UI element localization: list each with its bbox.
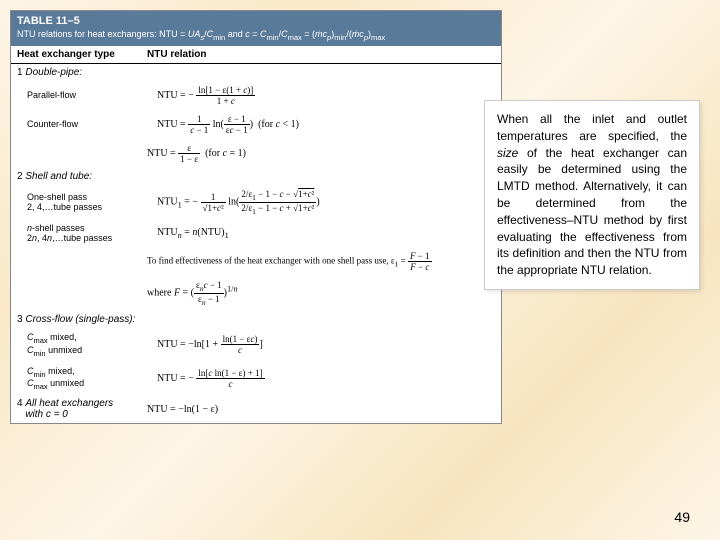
- table-row: One-shell pass2, 4,…tube passes NTU1 = −…: [11, 185, 501, 220]
- table-row: Counter-flow NTU = 1c − 1 ln(ε − 1εc − 1…: [11, 110, 501, 139]
- row-formula: NTU = 1c − 1 ln(ε − 1εc − 1) (for c < 1): [157, 114, 495, 135]
- row-type: One-shell pass2, 4,…tube passes: [17, 192, 157, 212]
- section-1-title: Double-pipe:: [25, 67, 82, 78]
- section-3-title: Cross-flow (single-pass):: [25, 314, 135, 325]
- page-number: 49: [674, 509, 690, 525]
- col-header-relation: NTU relation: [147, 49, 495, 60]
- row-type: Cmax mixed,Cmin unmixed: [17, 332, 157, 358]
- section-2-title: Shell and tube:: [25, 171, 92, 182]
- table-title: TABLE 11–5: [17, 15, 495, 27]
- section-4-title: All heat exchangers with c = 0: [17, 398, 113, 420]
- row-formula: where F = (εnc − 1εn − 1)1/n: [147, 280, 495, 307]
- row-formula: NTUn = n(NTU)1: [157, 227, 495, 240]
- table-subtitle: NTU relations for heat exchangers: NTU =…: [17, 29, 495, 42]
- table-row: Cmax mixed,Cmin unmixed NTU = −ln[1 + ln…: [11, 328, 501, 362]
- callout-text: When all the inlet and outlet temperatur…: [497, 112, 687, 277]
- row-formula: NTU = − ln[1 − ε(1 + c)]1 + c: [157, 85, 495, 106]
- row-type: Counter-flow: [17, 119, 157, 129]
- table-row: To find effectiveness of the heat exchan…: [11, 247, 501, 276]
- ntu-table: TABLE 11–5 NTU relations for heat exchan…: [10, 10, 502, 424]
- row-type: Cmin mixed,Cmax unmixed: [17, 366, 157, 392]
- col-header-type: Heat exchanger type: [17, 49, 147, 60]
- row-formula: NTU = −ln[1 + ln(1 − εc)c]: [157, 334, 495, 355]
- row-formula: NTU = −ln(1 − ε): [147, 398, 495, 420]
- row-type: n-shell passes2n, 4n,…tube passes: [17, 223, 157, 243]
- explanation-callout: When all the inlet and outlet temperatur…: [484, 100, 700, 290]
- row-formula: NTU = − ln[c ln(1 − ε) + 1]c: [157, 368, 495, 389]
- row-type: Parallel-flow: [17, 90, 157, 100]
- table-row: Parallel-flow NTU = − ln[1 − ε(1 + c)]1 …: [11, 81, 501, 110]
- table-row: NTU = ε1 − ε (for c = 1): [11, 139, 501, 168]
- table-row: where F = (εnc − 1εn − 1)1/n: [11, 276, 501, 311]
- column-headers: Heat exchanger type NTU relation: [11, 46, 501, 64]
- table-row: Cmin mixed,Cmax unmixed NTU = − ln[c ln(…: [11, 362, 501, 396]
- row-formula: NTU1 = − 1√1+c² ln(2/ε1 − 1 − c − √1+c²2…: [157, 189, 495, 216]
- section-4: 4 All heat exchangers with c = 0 NTU = −…: [11, 395, 501, 423]
- section-3: 3 Cross-flow (single-pass):: [11, 311, 501, 328]
- section-2: 2 Shell and tube:: [11, 168, 501, 185]
- row-formula: NTU = ε1 − ε (for c = 1): [147, 143, 495, 164]
- table-row: n-shell passes2n, 4n,…tube passes NTUn =…: [11, 219, 501, 247]
- row-formula: To find effectiveness of the heat exchan…: [147, 251, 495, 272]
- section-1: 1 Double-pipe:: [11, 64, 501, 81]
- table-header: TABLE 11–5 NTU relations for heat exchan…: [11, 11, 501, 46]
